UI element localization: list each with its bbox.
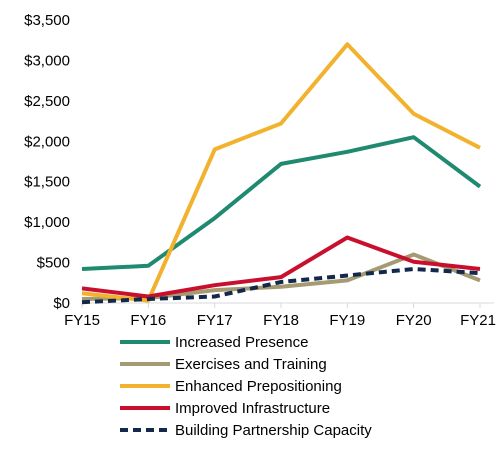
x-tick-label: FY15 [64,312,100,329]
legend-label-building-partnership-capacity: Building Partnership Capacity [175,422,372,439]
y-axis: $0 $500 $1,000 $1,500 $2,000 $2,500 $3,000 $3,5… [24,12,70,312]
legend-label-improved-infrastructure: Improved Infrastructure [175,400,330,417]
y-tick-label: $3,000 [24,52,70,69]
y-tick-label: $500 [37,255,70,272]
x-tick-label: FY17 [197,312,233,329]
legend: Increased Presence Exercises and Training… [120,334,372,439]
series-line-building-partnership-capacity [81,267,481,305]
series-line-improved-infrastructure [81,235,481,299]
x-tick-label: FY20 [396,312,432,329]
y-tick-label: $1,000 [24,214,70,231]
y-tick-label: $1,500 [24,174,70,191]
x-axis: FY15 FY16 FY17 FY18 FY19 FY20 FY21 [64,303,496,329]
x-tick-label: FY21 [460,312,496,329]
y-tick-label: $2,000 [24,133,70,150]
legend-label-increased-presence: Increased Presence [175,334,308,351]
x-tick-label: FY18 [263,312,299,329]
series-line-increased-presence [81,135,482,271]
legend-label-exercises-and-training: Exercises and Training [175,356,327,373]
y-tick-label: $2,500 [24,93,70,110]
x-tick-label: FY16 [130,312,166,329]
y-tick-label: $0 [53,295,70,312]
y-tick-label: $3,500 [24,12,70,29]
x-tick-label: FY19 [329,312,365,329]
plot-area [81,42,482,305]
legend-label-enhanced-prepositioning: Enhanced Prepositioning [175,378,342,395]
